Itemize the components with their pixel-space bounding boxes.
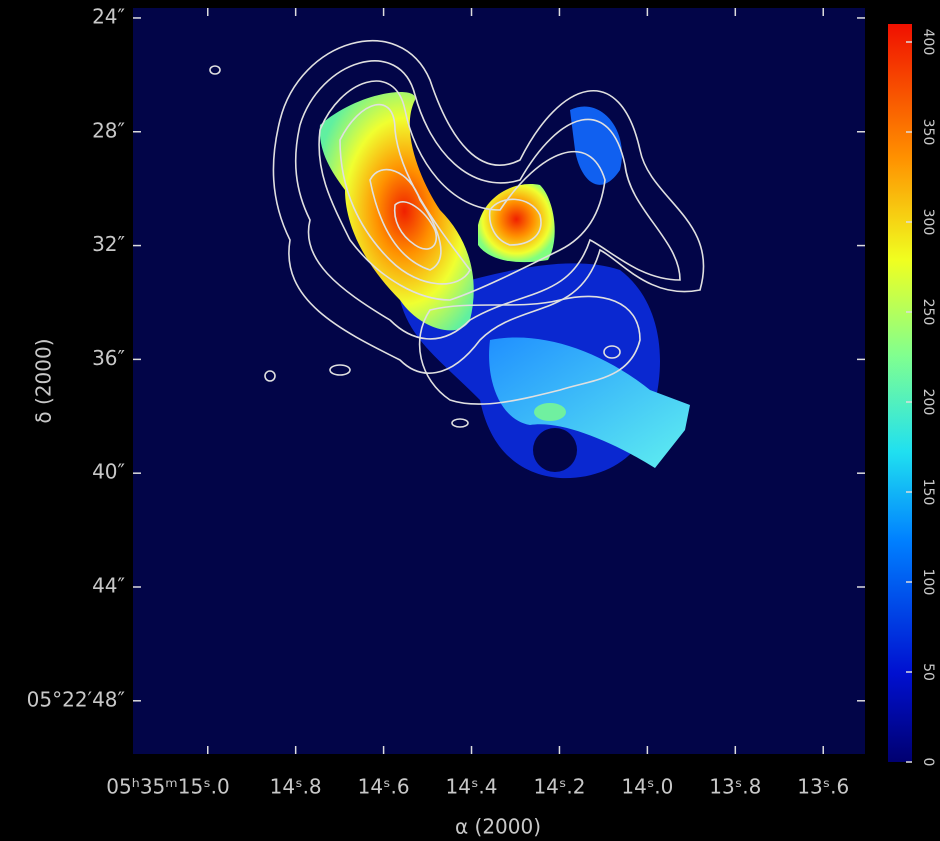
y-tick-label: 32″	[92, 232, 125, 256]
colorbar-tick-label: 400	[920, 29, 936, 56]
y-axis-label: δ (2000)	[32, 338, 56, 423]
colorbar-tick-label: 100	[920, 569, 936, 596]
colorbar-tick-label: 0	[920, 758, 936, 767]
x-axis-label: α (2000)	[455, 815, 541, 839]
colorbar-tick-label: 350	[920, 119, 936, 146]
x-tick-label: 05ʰ35ᵐ15ˢ.0	[106, 775, 229, 799]
colorbar-tick-label: 200	[920, 389, 936, 416]
colorbar	[888, 24, 912, 762]
x-tick-label: 14ˢ.0	[621, 775, 673, 799]
y-tick-label: 40″	[92, 460, 125, 484]
y-tick-label: 28″	[92, 118, 125, 142]
x-tick-label: 13ˢ.6	[797, 775, 849, 799]
colorbar-tick-label: 150	[920, 479, 936, 506]
y-tick-label: 36″	[92, 346, 125, 370]
colorbar-tick-label: 300	[920, 209, 936, 236]
y-tick-label: 05°22′48″	[27, 687, 125, 711]
colorbar-tick-label: 50	[920, 663, 936, 681]
x-tick-label: 14ˢ.8	[270, 775, 322, 799]
x-tick-label: 14ˢ.6	[358, 775, 410, 799]
x-tick-label: 14ˢ.2	[533, 775, 585, 799]
x-tick-label: 13ˢ.8	[709, 775, 761, 799]
y-tick-label: 44″	[92, 573, 125, 597]
x-tick-label: 14ˢ.4	[446, 775, 498, 799]
y-tick-label: 24″	[92, 4, 125, 28]
chart: α (2000) δ (2000) 05ʰ35ᵐ15ˢ.0 14ˢ.8 14ˢ.6 1…	[0, 0, 940, 841]
colorbar-tick-label: 250	[920, 299, 936, 326]
